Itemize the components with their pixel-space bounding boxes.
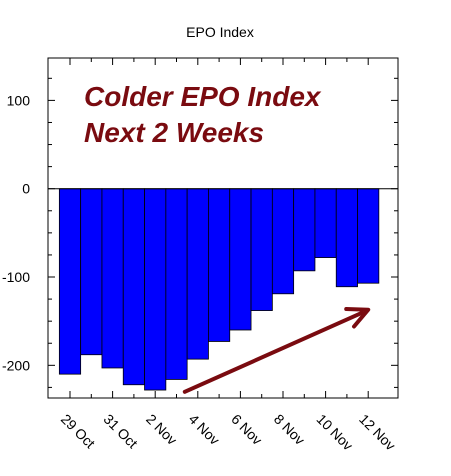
bar-1-nov [122, 188, 145, 386]
xtick-label: 6 Nov [228, 411, 265, 448]
bar-11-nov [335, 188, 358, 288]
bar-4-nov [186, 188, 209, 360]
xtick-label: 29 Oct [58, 411, 99, 452]
xtick-label: 8 Nov [271, 411, 308, 448]
bar-12-nov [357, 188, 380, 284]
bar-9-nov [293, 188, 316, 272]
bar-7-nov [250, 188, 273, 311]
bar-29-oct [58, 188, 82, 375]
xtick-label: 12 Nov [356, 411, 399, 454]
ytick-label: -100 [2, 269, 30, 285]
bar-2-nov [144, 188, 167, 391]
bar-5-nov [208, 188, 231, 342]
annotation-line1: Colder EPO Index [84, 81, 322, 112]
bar-31-oct [101, 188, 124, 369]
ytick-label: 100 [7, 92, 31, 108]
bar-8-nov [271, 188, 295, 295]
bar-6-nov [229, 188, 252, 331]
bar-10-nov [314, 188, 337, 258]
trend-arrow-shaft [182, 310, 365, 394]
xtick-label: 31 Oct [100, 411, 141, 452]
bar-3-nov [165, 188, 188, 380]
trend-arrow-head [344, 307, 371, 329]
plot-frame [47, 57, 399, 399]
xtick-label: 10 Nov [313, 411, 356, 454]
ytick-label: -200 [2, 357, 30, 373]
bar-30-oct [80, 188, 103, 356]
trend-arrow [182, 307, 371, 394]
xtick-label: 4 Nov [186, 411, 223, 448]
annotation-line2: Next 2 Weeks [84, 117, 264, 148]
ytick-label: 0 [22, 181, 30, 197]
chart-title: EPO Index [186, 24, 254, 40]
xtick-label: 2 Nov [143, 411, 180, 448]
